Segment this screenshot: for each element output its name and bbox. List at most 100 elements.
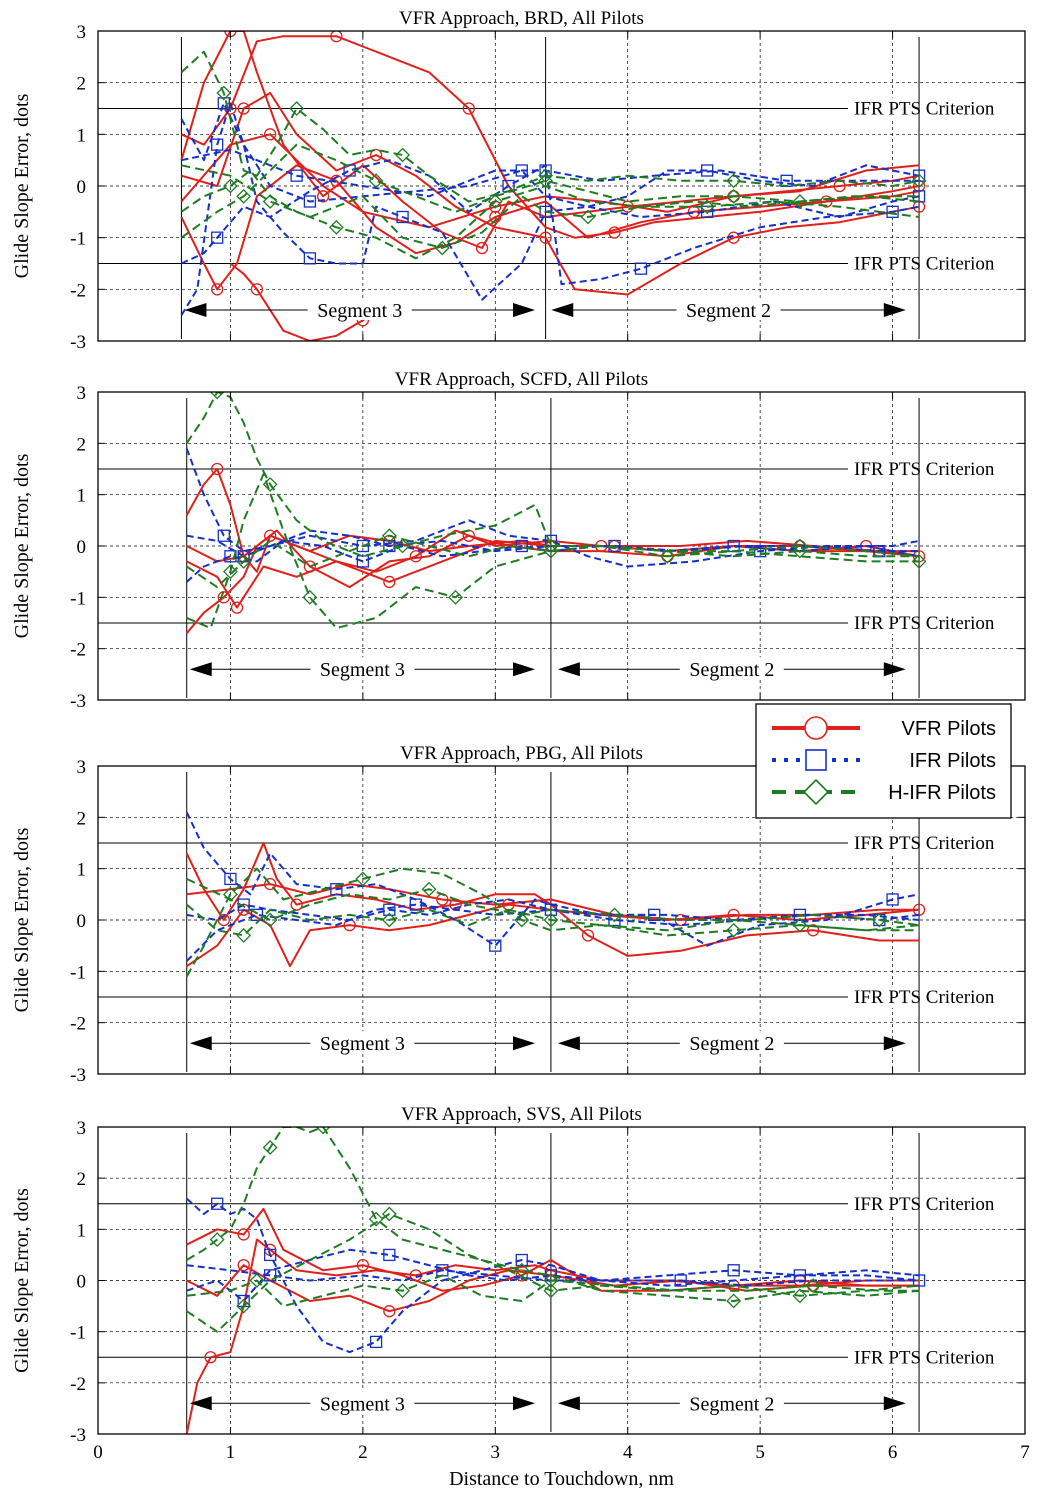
- series-marker-square: [886, 205, 899, 218]
- segment-arrow-head-left: [189, 1396, 212, 1411]
- series-line-ifr: [181, 148, 920, 198]
- series-line-h-ifr: [186, 1213, 920, 1333]
- series-marker-square: [224, 550, 237, 563]
- criterion-label: IFR PTS Criterion: [854, 99, 995, 120]
- series-line-h-ifr: [180, 143, 920, 239]
- series-marker-diamond: [236, 553, 252, 569]
- series-marker-square: [211, 1197, 224, 1210]
- series-marker-square: [383, 903, 396, 916]
- y-tick-label: 0: [77, 911, 87, 932]
- criterion-label: IFR PTS Criterion: [854, 1347, 995, 1368]
- series-marker-diamond: [543, 543, 559, 559]
- series-marker-diamond: [726, 173, 742, 189]
- series-marker-square: [608, 913, 621, 927]
- series-marker-circle: [204, 1351, 217, 1364]
- y-tick-label: -1: [70, 229, 86, 250]
- series-marker-diamond: [262, 912, 278, 928]
- segment-label: Segment 3: [320, 1393, 405, 1415]
- series-marker-square: [264, 1269, 277, 1282]
- series-marker-circle: [290, 898, 303, 911]
- series-marker-diamond: [792, 538, 808, 554]
- segment-label: Segment 3: [320, 1033, 405, 1055]
- series-marker-diamond: [315, 1127, 331, 1135]
- series-marker-square: [303, 252, 317, 265]
- series-marker-diamond: [368, 1211, 384, 1227]
- series-marker-diamond: [911, 553, 927, 569]
- series-line-vfr: [180, 35, 920, 239]
- series-line-ifr: [180, 102, 920, 301]
- segment-arrow-head-right: [513, 303, 536, 317]
- series-marker-square: [383, 539, 396, 553]
- series-line-h-ifr: [186, 877, 920, 927]
- criterion-label-bg: [850, 1192, 1028, 1215]
- series-marker-diamond: [236, 927, 252, 943]
- series-line-ifr: [180, 102, 920, 316]
- y-tick-label: 1: [77, 860, 87, 881]
- legend-marker-diamond: [802, 778, 830, 806]
- x-tick-label: 6: [888, 1442, 898, 1463]
- segment-arrow-head-left: [189, 662, 212, 677]
- series-marker-square: [217, 97, 230, 110]
- series-marker-diamond: [792, 1288, 808, 1304]
- chart-title: VFR Approach, BRD, All Pilots: [399, 8, 644, 29]
- series-marker-circle: [330, 31, 343, 43]
- series-marker-diamond: [395, 147, 411, 163]
- criterion-label: IFR PTS Criterion: [854, 254, 995, 275]
- y-tick-label: 1: [77, 1220, 87, 1241]
- y-tick-label: -1: [70, 962, 86, 983]
- series-line-vfr: [180, 133, 920, 229]
- series-marker-circle: [462, 102, 475, 115]
- series-marker-diamond: [223, 886, 238, 902]
- series-marker-diamond: [805, 1278, 821, 1294]
- segment-label-bg: [310, 1391, 415, 1414]
- series-marker-square: [303, 195, 317, 208]
- criterion-label-bg: [850, 1346, 1028, 1369]
- segment-arrow-head-right: [883, 303, 906, 317]
- series-marker-circle: [475, 241, 489, 255]
- y-tick-label: -3: [70, 691, 86, 712]
- series-marker-diamond: [302, 589, 318, 605]
- segment-arrow-head-right: [513, 662, 536, 677]
- y-axis-label: Glide Slope Error, dots: [11, 453, 33, 638]
- criterion-label: IFR PTS Criterion: [854, 613, 995, 634]
- segment-label: Segment 2: [689, 659, 774, 681]
- series-marker-circle: [608, 226, 621, 239]
- y-tick-label: 3: [77, 383, 87, 404]
- criterion-label-bg: [850, 986, 1028, 1008]
- series-marker-diamond: [249, 1273, 265, 1288]
- x-tick-label: 3: [491, 1442, 501, 1463]
- series-marker-circle: [489, 210, 502, 224]
- series-line-vfr: [186, 1264, 920, 1313]
- series-marker-square: [409, 898, 422, 911]
- y-tick-label: 0: [77, 1272, 87, 1293]
- series-marker-square: [383, 1248, 396, 1262]
- legend-label: IFR Pilots: [909, 750, 996, 772]
- y-tick-label: -3: [70, 1425, 86, 1446]
- series-marker-circle: [356, 1259, 370, 1272]
- series-marker-diamond: [381, 1206, 397, 1222]
- chart-panel-2: IFR PTS Criterion IFR PTS Criterion Segmen…: [11, 369, 1028, 712]
- series-marker-diamond: [726, 1293, 742, 1309]
- y-axis-label: Glide Slope Error, dots: [11, 93, 33, 278]
- series-marker-diamond: [660, 548, 675, 564]
- segment-label-bg: [676, 298, 781, 320]
- series-marker-diamond: [792, 543, 808, 559]
- series-marker-diamond: [381, 912, 397, 928]
- series-marker-circle: [383, 1305, 396, 1318]
- series-marker-circle: [217, 913, 230, 927]
- segment-arrow-head-left: [551, 303, 574, 317]
- series-marker-diamond: [543, 912, 559, 928]
- chart-title: VFR Approach, SVS, All Pilots: [401, 1104, 642, 1125]
- series-line-ifr: [186, 1264, 920, 1287]
- segment-arrow-head-right: [883, 1036, 906, 1051]
- segment-arrow-head-left: [557, 1036, 580, 1051]
- series-marker-circle: [264, 877, 277, 891]
- series-marker-square: [674, 1274, 687, 1287]
- series-marker-square: [369, 1335, 383, 1349]
- y-tick-label: 2: [77, 808, 87, 829]
- segment-label-bg: [310, 1031, 415, 1054]
- criterion-label-bg: [850, 97, 1028, 120]
- series-marker-diamond: [699, 199, 715, 215]
- series-line-ifr: [185, 448, 920, 568]
